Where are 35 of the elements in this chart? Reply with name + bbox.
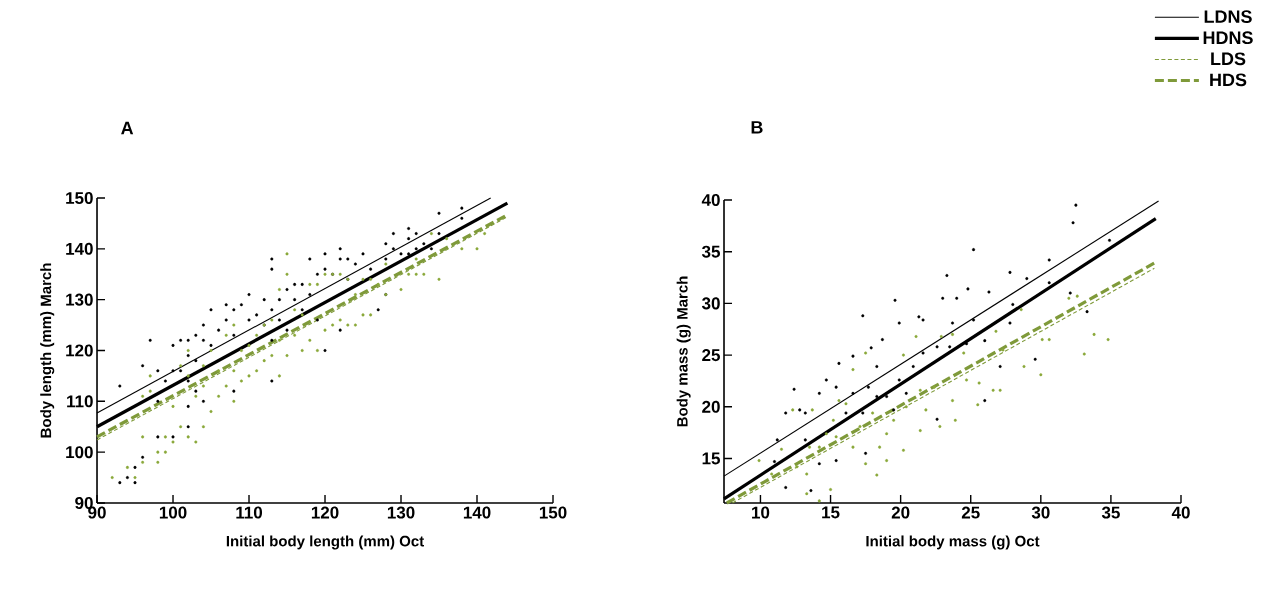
y-axis-title: Body length (mm) March — [40, 263, 55, 438]
y-tick-label: 140 — [66, 242, 93, 255]
x-tick-label: 35 — [1101, 506, 1120, 519]
chart-title: A — [121, 121, 134, 135]
y-tick-label: 35 — [701, 245, 720, 258]
legend-label: LDS — [1211, 52, 1246, 66]
x-tick-label: 120 — [311, 506, 339, 519]
x-tick-label: 140 — [463, 506, 491, 519]
y-tick-label: 40 — [701, 193, 720, 207]
y-tick-label: 15 — [702, 452, 720, 465]
legend-label: HDS — [1210, 73, 1247, 87]
x-tick-label: 150 — [539, 506, 567, 519]
x-tick-label: 10 — [752, 506, 770, 519]
y-tick-label: 20 — [702, 400, 720, 413]
chart-title: B — [751, 121, 763, 134]
x-axis-title: Initial body mass (g) Oct — [866, 535, 1040, 550]
y-tick-label: 110 — [67, 395, 93, 408]
x-tick-label: 130 — [387, 506, 415, 519]
y-tick-label: 130 — [66, 293, 93, 306]
y-tick-label: 100 — [66, 446, 93, 459]
x-tick-label: 100 — [159, 506, 187, 519]
y-tick-label: 120 — [66, 344, 93, 357]
y-tick-label: 150 — [66, 191, 93, 205]
x-tick-label: 110 — [236, 506, 263, 519]
x-tick-label: 25 — [961, 506, 980, 519]
y-tick-label: 30 — [701, 297, 720, 310]
legend-label: HDNS — [1203, 31, 1253, 45]
legend-label: LDNS — [1204, 10, 1252, 24]
x-axis-title: Initial body length (mm) Oct — [226, 535, 424, 550]
x-tick-label: 30 — [1031, 506, 1050, 519]
x-tick-label: 40 — [1171, 506, 1190, 519]
x-tick-label: 20 — [891, 506, 910, 519]
y-tick-label: 25 — [702, 349, 720, 362]
y-axis-title: Body mass (g) March — [676, 276, 691, 427]
x-tick-label: 15 — [822, 506, 840, 519]
